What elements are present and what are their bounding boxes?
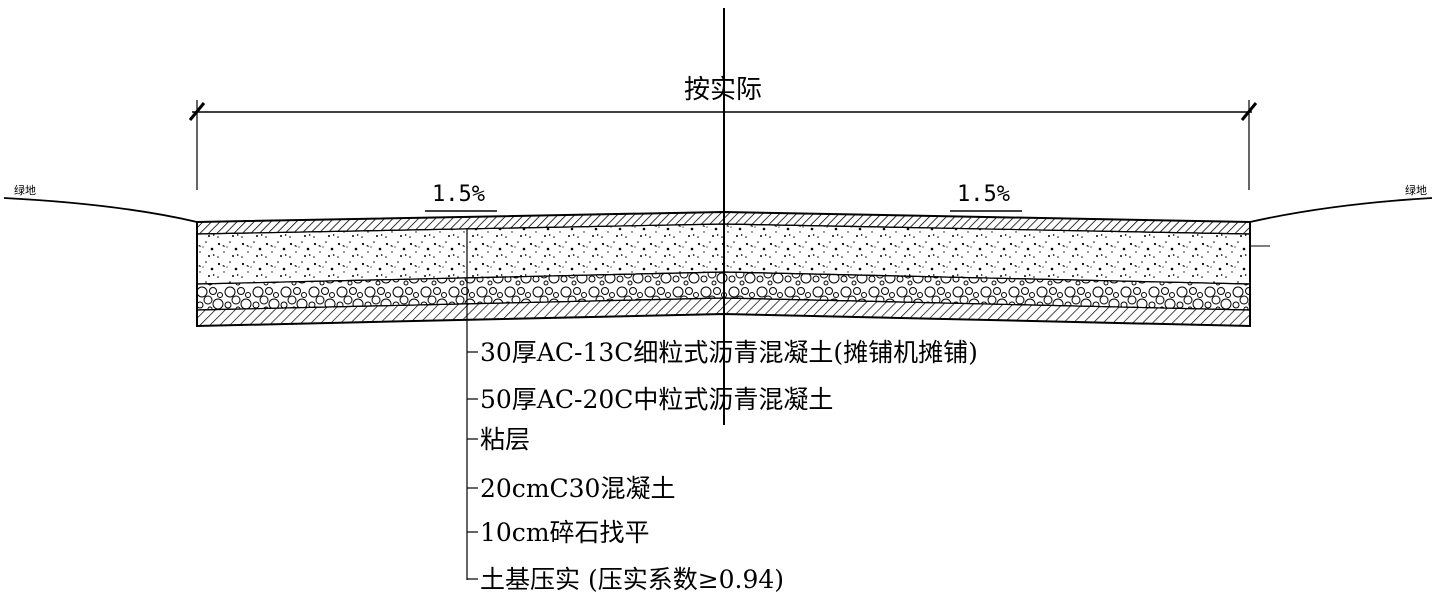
dimension-tick-left xyxy=(188,102,206,121)
layer-label-3: 粘层 xyxy=(480,425,530,454)
slope-label-left: 1.5% xyxy=(432,182,485,207)
left-side-label: 绿地 xyxy=(14,183,36,197)
layer-label-5: 10cm碎石找平 xyxy=(480,518,650,547)
slope-label-right: 1.5% xyxy=(957,182,1010,207)
layer-label-6: 土基压实 (压实系数≥0.94) xyxy=(480,565,784,593)
left-ground-line xyxy=(3,197,198,223)
right-ground-line xyxy=(1249,197,1433,223)
layer-label-2: 50厚AC-20C中粒式沥青混凝土 xyxy=(480,385,833,414)
dimension-label: 按实际 xyxy=(684,75,762,105)
dimension-tick-right xyxy=(1240,102,1258,121)
layer-label-4: 20cmC30混凝土 xyxy=(480,474,675,503)
layer-label-1: 30厚AC-13C细粒式沥青混凝土(摊铺机摊铺) xyxy=(480,338,978,367)
right-side-label: 绿地 xyxy=(1405,183,1427,197)
